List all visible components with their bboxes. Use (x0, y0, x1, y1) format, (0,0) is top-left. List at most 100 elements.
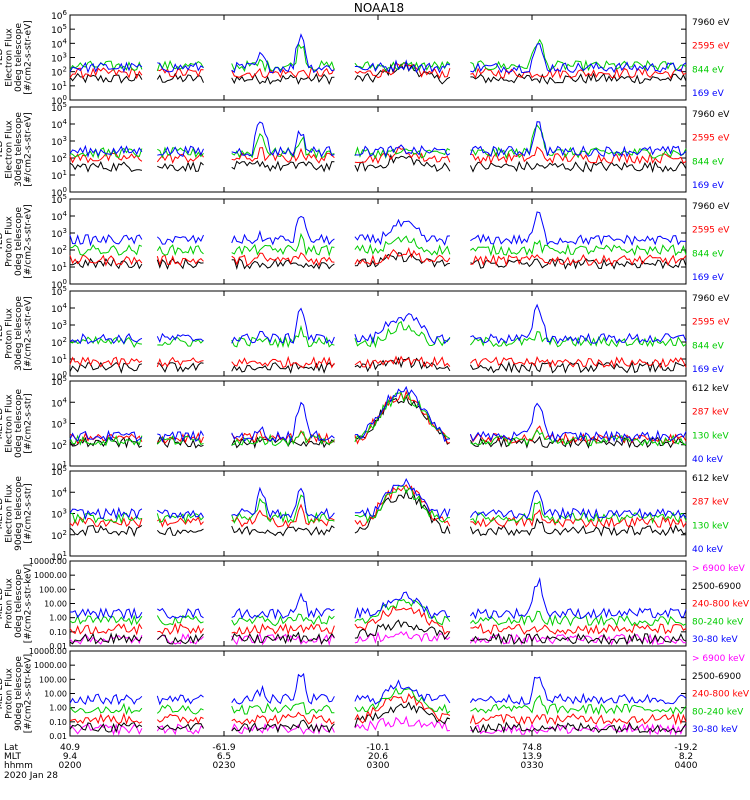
series-7960-ev (70, 252, 687, 271)
y-axis-label: TEDElectron Flux0deg telescope[#/cm2-s-s… (0, 20, 33, 95)
y-tick-label: 100 (51, 278, 67, 291)
y-tick-label: 0.10 (49, 718, 67, 727)
series-line (69, 356, 687, 374)
series-line (69, 484, 687, 529)
footer-row-label: 2020 Jan 28 (4, 771, 58, 781)
series-2595-ev (69, 247, 687, 267)
y-tick-label: 10000.00 (29, 557, 67, 566)
y-axis-label: MEPEDElectron Flux90deg telescope[#/cm2-… (0, 476, 33, 551)
series-line (69, 605, 687, 636)
y-tick-label: 100 (51, 186, 67, 199)
legend-entry: 80-240 keV (692, 617, 744, 627)
y-axis-label: MEPEDElectron Flux0deg telescope[#/cm2-s… (0, 389, 33, 459)
legend-entry: 40 keV (692, 545, 724, 555)
series-line (69, 320, 687, 349)
series-7960-ev (69, 62, 687, 86)
legend-entry: 7960 eV (692, 202, 730, 212)
y-tick-label: 102 (51, 529, 67, 542)
panel-frame (69, 198, 687, 285)
footer-hhmm: 0400 (675, 761, 698, 771)
y-tick-label: 102 (51, 244, 67, 257)
series-844-ev (69, 320, 687, 349)
legend-entry: 844 eV (692, 341, 725, 351)
series-line (69, 485, 687, 525)
legend-entry: 287 keV (692, 408, 729, 418)
series-line (69, 701, 687, 734)
series-line (69, 598, 687, 627)
legend-entry: 287 keV (692, 498, 729, 508)
legend-entry: 240-800 keV (692, 600, 750, 610)
panel-frame (69, 14, 687, 101)
legend-entry: 7960 eV (692, 110, 730, 120)
series-240-800-kev (69, 693, 687, 726)
legend-entry: > 6900 keV (692, 564, 746, 574)
y-axis-label: MEPEDProton Flux90deg telescope[#/cm2-s-… (0, 654, 33, 733)
y-tick-label: 1000.00 (34, 661, 67, 670)
y-tick-label: 0.10 (49, 628, 67, 637)
footer-row-label: Lat (4, 743, 19, 753)
y-axis-label: TEDElectron Flux30deg telescope[#/cm2-s-… (0, 112, 33, 187)
y-tick-label: 100 (51, 370, 67, 383)
series-7960-ev (69, 153, 687, 174)
y-tick-label: 0.01 (49, 642, 67, 651)
footer-mlt: 8.2 (679, 752, 693, 762)
series-line (69, 478, 687, 521)
series-line (69, 124, 687, 160)
panel-2: 100 101 102 103 104 105 TEDElectron Flux30deg … (0, 101, 730, 199)
legend-entry: 612 keV (692, 384, 729, 394)
series-240-800-kev (69, 605, 687, 636)
y-tick-label: 1000.00 (34, 571, 67, 580)
series-612-kev (69, 489, 687, 537)
legend-entry: 169 eV (692, 181, 725, 191)
series-2500-6900 (69, 701, 687, 734)
series-844-ev (69, 232, 687, 257)
panel-frame (69, 380, 687, 467)
y-tick-label: 103 (51, 418, 67, 431)
series-line (69, 62, 687, 86)
series-line (69, 303, 687, 345)
y-tick-label: 104 (51, 37, 67, 50)
legend-entry: 844 eV (692, 65, 725, 75)
y-tick-label: 1.00 (49, 704, 67, 713)
footer-mlt: 13.9 (522, 752, 542, 762)
legend-entry: 7960 eV (692, 294, 730, 304)
panel-8: 0.01 0.10 1.00 10.00 100.00 1000.00 10000.00ME… (0, 647, 750, 741)
series-line (69, 672, 687, 706)
y-tick-label: 105 (51, 465, 67, 478)
series-7960-ev (69, 356, 687, 374)
y-tick-label: 103 (51, 319, 67, 332)
y-tick-label: 105 (51, 101, 67, 114)
series-2595-ev (69, 61, 687, 80)
legend-entry: 240-800 keV (692, 690, 750, 700)
footer-mlt: 6.5 (217, 752, 231, 762)
series-844-ev (69, 124, 687, 160)
panel-7: 0.01 0.10 1.00 10.00 100.00 1000.00 10000.00ME… (0, 557, 750, 651)
y-tick-label: 102 (51, 336, 67, 349)
footer-hhmm: 0230 (213, 761, 236, 771)
y-tick-label: 105 (51, 193, 67, 206)
series-line (69, 687, 687, 716)
legend-entry: 2500-6900 (692, 672, 741, 682)
legend-entry: 2595 eV (692, 42, 730, 52)
legend-entry: 30-80 keV (692, 635, 738, 645)
legend-entry: 2595 eV (692, 226, 730, 236)
legend-entry: 30-80 keV (692, 725, 738, 735)
panel-5: 101 102 103 104 105 MEPEDElectron Flux0deg te… (0, 375, 729, 473)
y-tick-label: 103 (51, 508, 67, 521)
series-130-kev (69, 485, 687, 525)
footer-row-label: MLT (4, 752, 22, 762)
legend-entry: 2595 eV (692, 134, 730, 144)
series-80-240-kev (69, 687, 687, 716)
y-tick-label: 1.00 (49, 614, 67, 623)
legend-entry: 130 keV (692, 521, 729, 531)
footer-hhmm: 0200 (59, 761, 82, 771)
series-line (69, 247, 687, 267)
y-tick-label: 103 (51, 227, 67, 240)
y-tick-label: 101 (51, 261, 67, 274)
legend-entry: 844 eV (692, 249, 725, 259)
y-tick-label: 104 (51, 486, 67, 499)
series-287-kev (69, 484, 687, 529)
footer-lat: -10.1 (366, 743, 389, 753)
